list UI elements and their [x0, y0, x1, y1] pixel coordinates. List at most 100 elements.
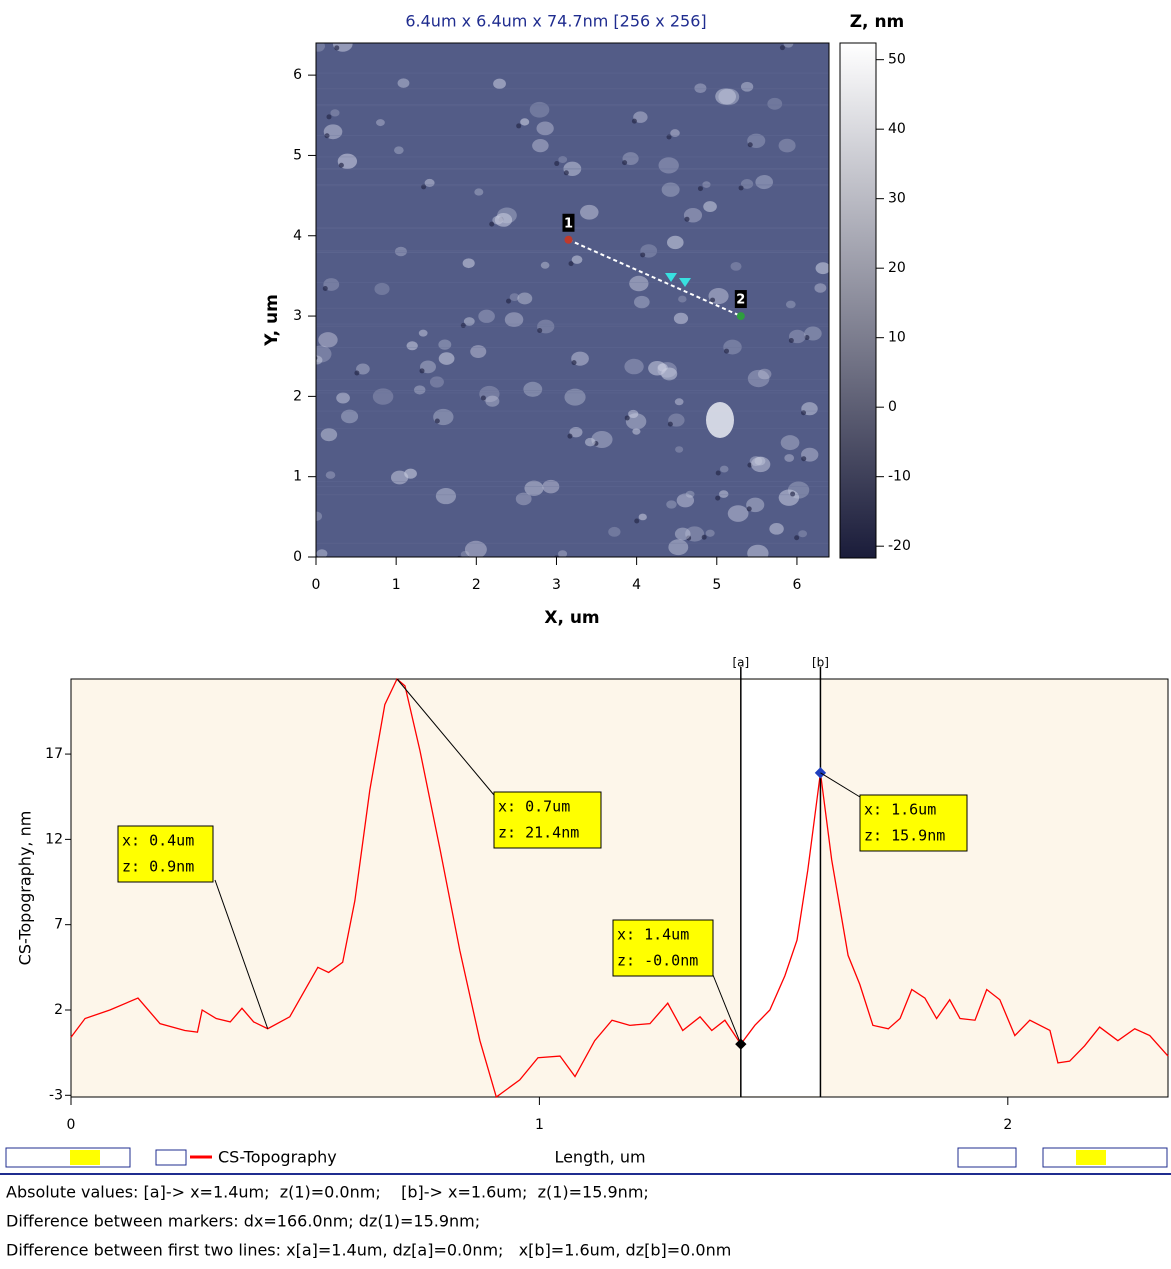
texture — [724, 348, 730, 354]
y-tick-label: 2 — [293, 388, 302, 404]
annotation-leader — [214, 879, 269, 1029]
x-tick-label: 2 — [472, 577, 481, 593]
zoom-buttons[interactable] — [957, 1147, 1017, 1168]
texture — [480, 395, 486, 401]
cursor-marker — [679, 278, 691, 287]
texture — [529, 101, 550, 118]
texture — [460, 322, 466, 328]
texture — [414, 385, 426, 395]
x-axis-label: Length, um — [554, 1148, 645, 1167]
y-tick-label: 4 — [293, 228, 302, 244]
texture — [463, 317, 475, 326]
texture — [568, 261, 574, 267]
texture — [634, 518, 640, 524]
texture — [794, 535, 800, 541]
texture — [322, 285, 328, 291]
colorbar-tick-label: 30 — [888, 191, 906, 207]
texture — [715, 88, 737, 105]
texture — [517, 292, 533, 305]
texture — [569, 426, 583, 438]
cursor-label: [b] — [812, 656, 829, 670]
y-tick-label: 1 — [293, 469, 302, 485]
texture — [666, 500, 677, 509]
texture — [494, 212, 513, 227]
texture — [316, 355, 318, 361]
texture — [509, 293, 520, 302]
texture — [438, 339, 452, 350]
texture — [478, 309, 495, 323]
texture — [354, 370, 360, 376]
selection — [740, 680, 821, 1096]
afm-image — [316, 43, 829, 557]
texture — [778, 138, 796, 153]
texture — [755, 175, 774, 190]
texture — [632, 428, 641, 435]
texture — [719, 465, 729, 473]
texture — [326, 114, 332, 120]
y-axis-label: CS-Topography, nm — [16, 811, 35, 966]
texture — [718, 490, 729, 498]
texture — [438, 352, 455, 365]
scroll-buttons[interactable] — [5, 1147, 131, 1168]
texture — [790, 491, 796, 497]
texture — [705, 529, 715, 537]
texture — [406, 341, 418, 351]
texture — [563, 170, 569, 176]
texture — [532, 139, 549, 153]
annotation-box — [493, 791, 602, 849]
texture — [703, 201, 717, 213]
texture — [678, 295, 687, 303]
texture — [670, 129, 680, 137]
texture — [628, 409, 639, 419]
marker-point — [736, 312, 745, 321]
texture — [564, 388, 586, 406]
texture — [434, 418, 440, 424]
annotation-box — [117, 825, 214, 883]
texture — [334, 45, 340, 51]
texture — [788, 337, 794, 343]
texture — [631, 118, 637, 124]
annotation-leader — [820, 772, 861, 798]
button[interactable] — [70, 1150, 100, 1165]
texture — [801, 410, 807, 416]
y-tick-label: 2 — [54, 1002, 63, 1018]
x-tick-label: 0 — [312, 577, 321, 593]
texture — [421, 184, 427, 190]
texture — [694, 83, 707, 93]
texture — [316, 511, 323, 522]
texture — [661, 182, 680, 197]
texture — [516, 123, 522, 129]
texture — [571, 360, 577, 366]
plot-area — [70, 678, 1169, 1098]
texture — [640, 252, 646, 258]
texture — [738, 185, 744, 191]
texture — [657, 363, 668, 372]
texture — [710, 297, 716, 303]
y-tick-label: 12 — [45, 831, 63, 847]
y-axis-label: Y, um — [262, 294, 282, 347]
texture — [798, 530, 808, 538]
texture — [624, 358, 644, 375]
x-axis-label: X, um — [544, 608, 599, 628]
legend-button[interactable] — [155, 1149, 187, 1166]
texture — [520, 118, 530, 126]
scroll-buttons[interactable] — [1042, 1147, 1168, 1168]
image-title: 6.4um x 6.4um x 74.7nm [256 x 256] — [405, 12, 706, 31]
x-tick-label: 5 — [712, 577, 721, 593]
texture — [624, 415, 630, 421]
status-line: Difference between markers: dx=166.0nm; … — [6, 1212, 480, 1231]
texture — [638, 513, 647, 521]
texture — [316, 549, 328, 557]
marker-label-bg — [562, 213, 575, 232]
texture — [684, 216, 690, 222]
texture — [622, 160, 628, 166]
status-line: Difference between first two lines: x[a]… — [6, 1241, 731, 1260]
texture — [634, 295, 650, 309]
texture — [316, 43, 326, 52]
button[interactable] — [1076, 1150, 1106, 1165]
status-line: Absolute values: [a]-> x=1.4um; z(1)=0.0… — [6, 1183, 649, 1202]
texture — [506, 298, 512, 304]
texture — [706, 402, 734, 438]
texture — [633, 111, 648, 123]
